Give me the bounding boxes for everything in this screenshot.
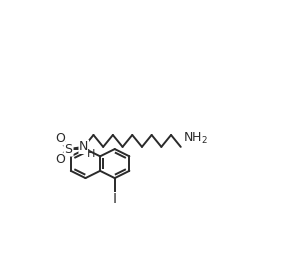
Text: O: O — [55, 132, 65, 145]
Text: H: H — [87, 149, 95, 159]
Text: NH$_2$: NH$_2$ — [183, 131, 208, 146]
Text: I: I — [113, 192, 117, 206]
Text: N: N — [79, 140, 88, 153]
Text: S: S — [65, 143, 72, 156]
Text: O: O — [55, 154, 65, 166]
